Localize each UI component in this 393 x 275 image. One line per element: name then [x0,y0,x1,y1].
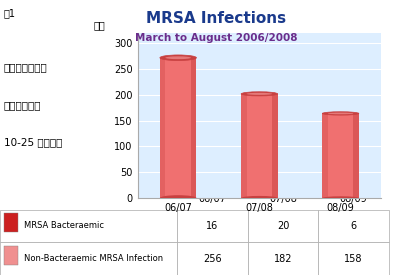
Ellipse shape [328,112,353,114]
FancyBboxPatch shape [353,113,359,198]
FancyBboxPatch shape [177,242,248,275]
Text: 菌血症件数の: 菌血症件数の [4,100,41,110]
Text: 20: 20 [277,221,289,231]
FancyBboxPatch shape [248,210,318,242]
FancyBboxPatch shape [322,113,328,198]
Text: MRSA Bacteraemic: MRSA Bacteraemic [24,221,104,230]
Text: 158: 158 [344,254,363,264]
Text: 感染の総件数は: 感染の総件数は [4,62,48,72]
Ellipse shape [165,56,191,59]
Text: 16: 16 [206,221,219,231]
Ellipse shape [322,112,359,115]
FancyBboxPatch shape [272,94,277,198]
Text: 図1: 図1 [4,8,16,18]
Text: 10-25 倍である: 10-25 倍である [4,138,62,147]
FancyBboxPatch shape [248,242,318,275]
FancyBboxPatch shape [160,58,165,198]
Text: March to August 2006/2008: March to August 2006/2008 [135,33,298,43]
Text: 06/07: 06/07 [198,194,226,204]
Ellipse shape [160,195,196,201]
FancyBboxPatch shape [318,242,389,275]
FancyBboxPatch shape [241,94,277,198]
Ellipse shape [246,93,272,95]
Ellipse shape [322,196,359,200]
Text: 件数: 件数 [94,20,105,30]
Text: Non-Bacteraemic MRSA Infection: Non-Bacteraemic MRSA Infection [24,254,163,263]
FancyBboxPatch shape [0,210,177,242]
Text: 182: 182 [274,254,292,264]
Ellipse shape [241,92,277,96]
Ellipse shape [160,55,196,60]
FancyBboxPatch shape [318,210,389,242]
FancyBboxPatch shape [0,242,177,275]
Text: 08/09: 08/09 [340,194,367,204]
FancyBboxPatch shape [160,58,196,198]
Text: 256: 256 [203,254,222,264]
Text: 6: 6 [351,221,357,231]
FancyBboxPatch shape [322,113,359,198]
Text: 07/08: 07/08 [269,194,297,204]
FancyBboxPatch shape [177,210,248,242]
FancyBboxPatch shape [4,213,18,232]
FancyBboxPatch shape [4,246,18,265]
FancyBboxPatch shape [191,58,196,198]
FancyBboxPatch shape [241,94,246,198]
Text: MRSA Infections: MRSA Infections [146,11,286,26]
Ellipse shape [241,196,277,200]
